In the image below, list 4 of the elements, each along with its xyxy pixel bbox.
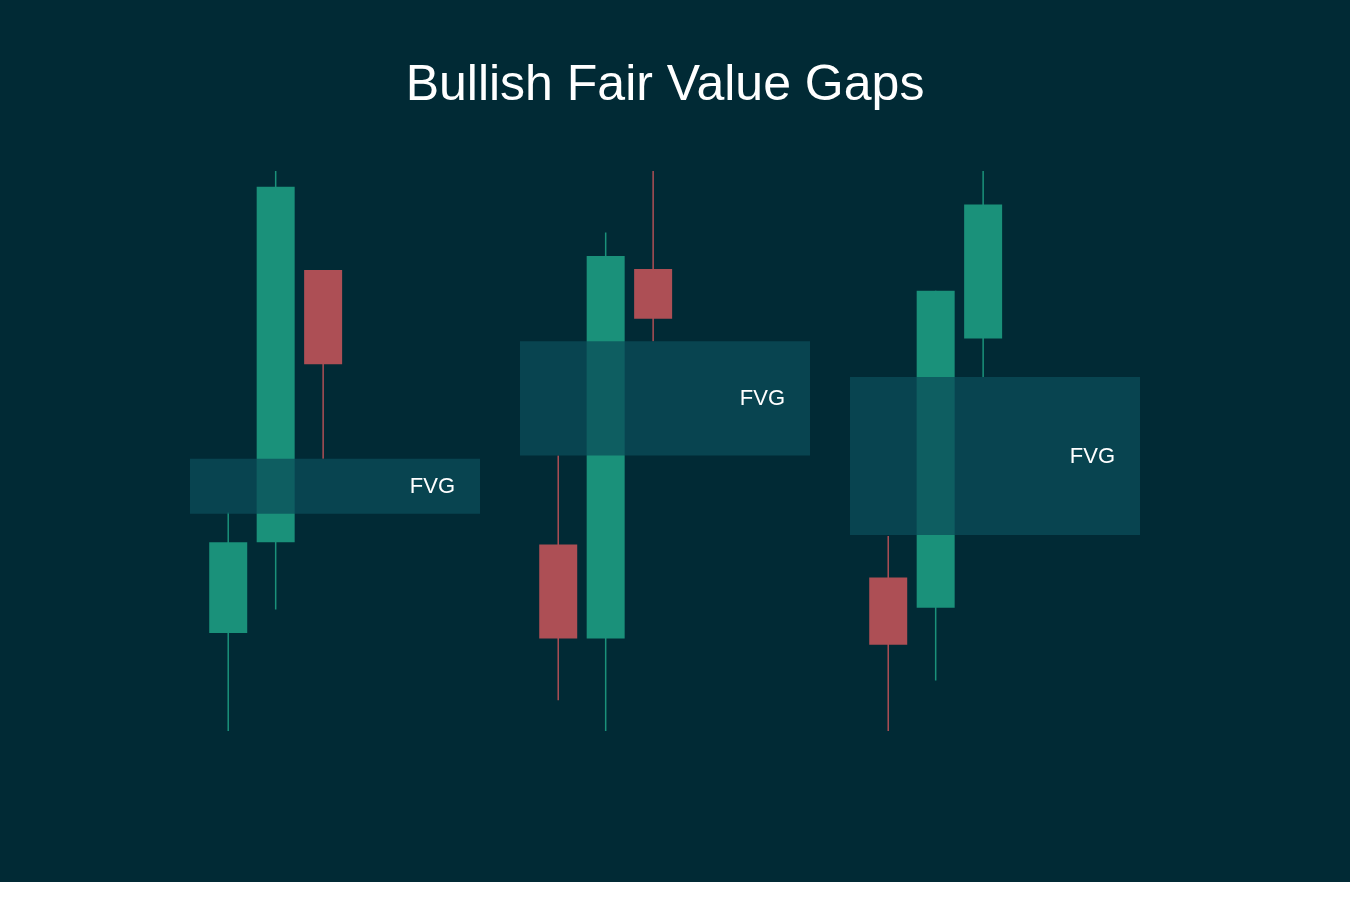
band-label: FVG bbox=[409, 473, 455, 499]
band-label: FVG bbox=[739, 385, 785, 411]
band-label: FVG bbox=[1069, 443, 1115, 469]
chart-title: Bullish Fair Value Gaps bbox=[405, 55, 925, 112]
